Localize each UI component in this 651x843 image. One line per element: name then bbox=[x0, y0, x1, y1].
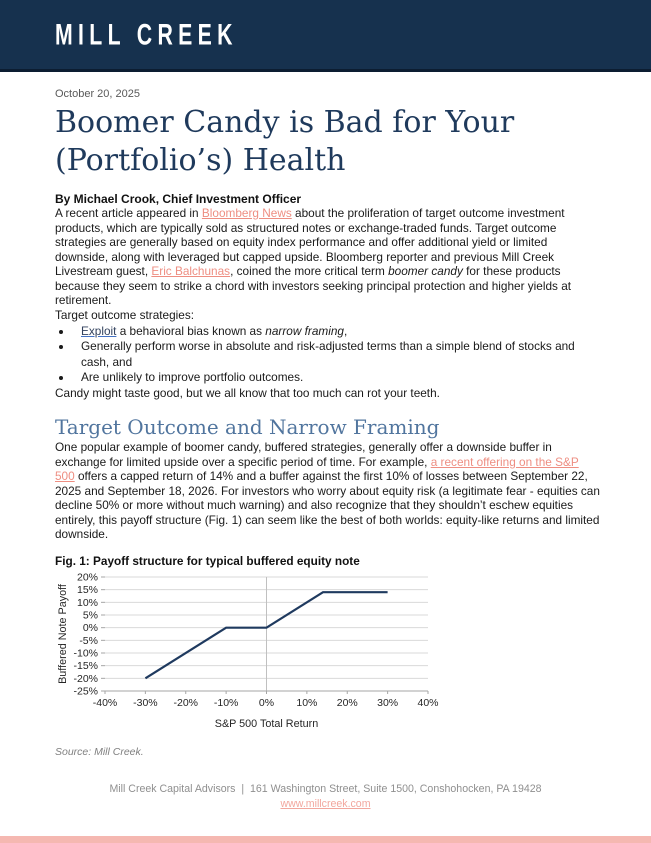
text-run: , bbox=[343, 324, 348, 338]
italic-text: narrow framing bbox=[265, 324, 344, 338]
bullet-item: Generally perform worse in absolute and … bbox=[73, 339, 601, 370]
y-tick-label: -5% bbox=[79, 634, 98, 646]
inline-link[interactable]: Exploit bbox=[81, 324, 117, 338]
x-tick-label: -10% bbox=[214, 697, 239, 709]
italic-text: boomer candy bbox=[388, 264, 463, 278]
closing-line: Candy might taste good, but we all know … bbox=[55, 385, 440, 400]
text-run: Generally perform worse in absolute and … bbox=[81, 339, 575, 369]
x-tick-label: 40% bbox=[417, 697, 438, 709]
y-tick-label: 0% bbox=[83, 622, 98, 634]
series-line bbox=[144, 590, 388, 679]
figure-caption: Fig. 1: Payoff structure for typical buf… bbox=[55, 553, 360, 568]
x-axis-title: S&P 500 Total Return bbox=[215, 718, 318, 730]
x-tick-label: -30% bbox=[133, 697, 158, 709]
section-paragraph: One popular example of boomer candy, buf… bbox=[55, 440, 601, 542]
y-tick-label: 5% bbox=[83, 609, 98, 621]
text-run: for these products because they seem to … bbox=[55, 264, 572, 307]
x-tick-label: 30% bbox=[377, 697, 398, 709]
inline-link[interactable]: Eric Balchunas bbox=[151, 264, 231, 278]
article-title-line1: Boomer Candy is Bad for Your bbox=[55, 105, 515, 140]
text-run: A recent article appeared in bbox=[55, 206, 202, 220]
text-run: about the proliferation of target outcom… bbox=[55, 206, 565, 278]
x-tick-label: -20% bbox=[173, 697, 198, 709]
y-tick-label: 10% bbox=[77, 596, 98, 608]
bottom-accent-bar bbox=[0, 836, 651, 843]
article-title-line2: (Portfolio’s) Health bbox=[55, 143, 346, 178]
article-body: October 20, 2025 Boomer Candy is Bad for… bbox=[0, 88, 651, 758]
x-tick-label: 10% bbox=[296, 697, 317, 709]
article-title: Boomer Candy is Bad for Your (Portfolio’… bbox=[55, 104, 601, 180]
byline: By Michael Crook, Chief Investment Offic… bbox=[55, 192, 302, 206]
text-run: , coined the more critical term bbox=[230, 264, 389, 278]
page-footer: Mill Creek Capital Advisors | 161 Washin… bbox=[0, 783, 651, 810]
list-intro: Target outcome strategies: bbox=[55, 307, 195, 322]
inline-link[interactable]: a recent offering on the S&P 500 bbox=[55, 454, 579, 484]
y-tick-label: -25% bbox=[73, 685, 98, 697]
mill-creek-logo: MILL CREEK bbox=[55, 17, 238, 51]
y-tick-label: -15% bbox=[73, 660, 98, 672]
masthead: MILL CREEK bbox=[0, 0, 651, 72]
bullet-list: Exploit a behavioral bias known as narro… bbox=[55, 324, 601, 386]
bullet-item: Exploit a behavioral bias known as narro… bbox=[73, 324, 601, 339]
y-tick-label: -20% bbox=[73, 672, 98, 684]
source-note: Source: Mill Creek. bbox=[55, 745, 144, 758]
y-tick-label: 15% bbox=[77, 584, 98, 596]
text-run: Are unlikely to improve portfolio outcom… bbox=[81, 370, 304, 385]
bullet-item: Are unlikely to improve portfolio outcom… bbox=[73, 370, 601, 385]
inline-link[interactable]: Bloomberg News bbox=[201, 206, 292, 220]
footer-address: Mill Creek Capital Advisors | 161 Washin… bbox=[109, 783, 542, 795]
footer-website-link[interactable]: www.millcreek.com bbox=[280, 798, 371, 810]
text-run: offers a capped return of 14% and a buff… bbox=[55, 469, 600, 542]
x-tick-label: 0% bbox=[259, 697, 274, 709]
payoff-chart: 20%15%10%5%0%-5%-10%-15%-20%-25%-40% -30%… bbox=[57, 571, 439, 730]
intro-paragraph: A recent article appeared in Bloomberg N… bbox=[55, 206, 601, 308]
y-tick-label: 20% bbox=[77, 571, 98, 583]
section-heading: Target Outcome and Narrow Framing bbox=[55, 415, 440, 440]
text-run: a behavioral bias known as bbox=[116, 324, 266, 338]
x-tick-label: 20% bbox=[337, 697, 358, 709]
text-run: One popular example of boomer candy, buf… bbox=[55, 440, 552, 469]
x-tick-label: -40% bbox=[93, 697, 118, 709]
y-axis-title: Buffered Note Payoff bbox=[57, 583, 69, 684]
article-date: October 20, 2025 bbox=[55, 88, 141, 100]
y-tick-label: -10% bbox=[73, 647, 98, 659]
